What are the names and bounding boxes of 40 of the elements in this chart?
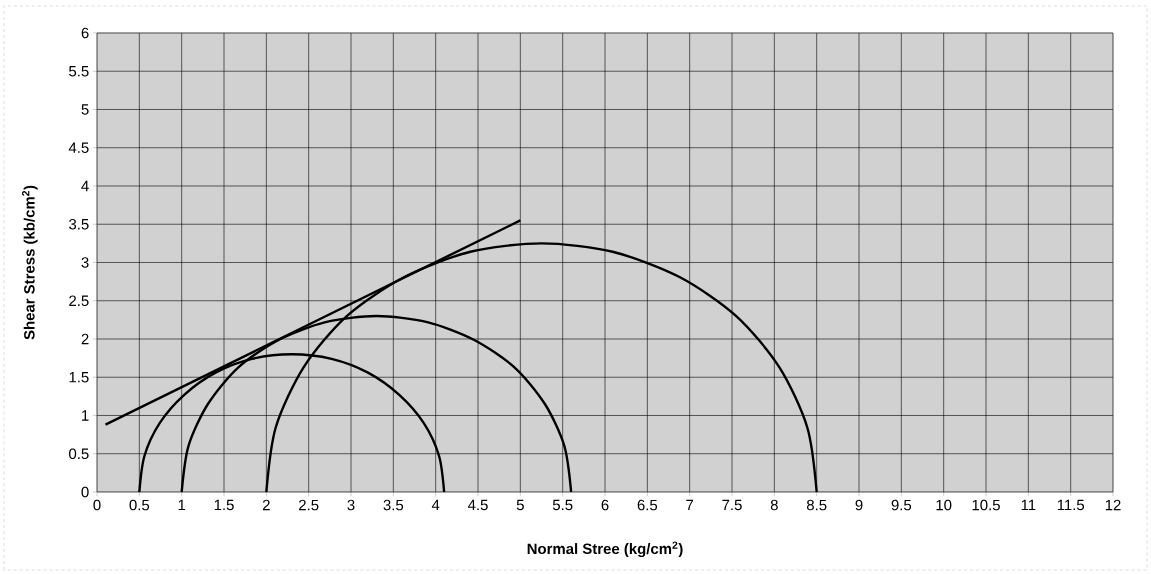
- x-tick-label: 1.5: [214, 499, 234, 511]
- x-tick-label: 5: [516, 499, 524, 511]
- y-tick-label: 5: [81, 104, 89, 115]
- x-tick-label: 7.5: [722, 499, 742, 511]
- x-tick-label: 3.5: [383, 499, 404, 511]
- y-tick-label: 1: [82, 410, 89, 421]
- y-tick-label: 1.5: [69, 372, 89, 383]
- y-tick-label: 0.5: [69, 448, 89, 460]
- x-tick-label: 2.5: [299, 499, 319, 511]
- x-tick-label: 0: [93, 499, 101, 511]
- y-tick-label: 2.5: [69, 295, 89, 307]
- y-tick-label: 6: [81, 27, 89, 39]
- x-axis-title: Normal Stree (kg/cm$^{2}$): [527, 541, 683, 558]
- x-tick-label: 9: [855, 499, 863, 511]
- y-tick-label: 5.5: [69, 66, 89, 77]
- x-tick-label: 2: [262, 499, 270, 511]
- y-axis-title: Shear Stress (kb/cm$^{2}$): [22, 185, 38, 340]
- x-tick-label: 0.5: [129, 499, 150, 511]
- x-tick-label: 4: [431, 499, 440, 511]
- x-tick-label: 6.5: [637, 499, 658, 511]
- x-tick-label: 8: [770, 499, 778, 511]
- x-tick-label: 9.5: [891, 499, 912, 511]
- x-tick-label: 4.5: [467, 499, 488, 511]
- y-tick-label: 2: [81, 333, 89, 345]
- x-tick-label: 5.5: [552, 499, 573, 511]
- y-tick-label: 4.5: [68, 142, 89, 153]
- x-tick-label: 6: [601, 499, 609, 511]
- y-tick-label: 4: [81, 180, 89, 192]
- y-tick-label: 0: [81, 486, 89, 498]
- x-tick-label: 11: [1021, 499, 1036, 511]
- x-tick-label: 10: [936, 499, 952, 511]
- x-tick-label: 11.5: [1057, 499, 1085, 511]
- y-tick-label: 3.5: [69, 218, 89, 230]
- x-tick-label: 10.5: [972, 499, 1000, 511]
- x-tick-label: 8.5: [806, 499, 827, 511]
- x-tick-label: 1: [178, 499, 186, 511]
- y-tick-label: 3: [81, 257, 89, 268]
- x-tick-label: 7: [686, 499, 694, 511]
- x-tick-label: 3: [347, 499, 355, 511]
- x-tick-label: 12: [1105, 499, 1121, 511]
